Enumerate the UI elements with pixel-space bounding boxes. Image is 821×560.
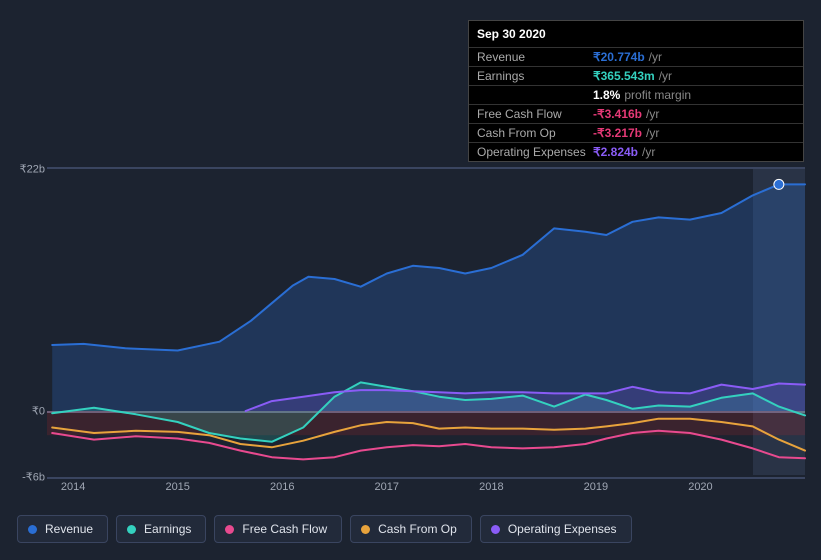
tooltip-row-unit: /yr [649, 50, 662, 64]
tooltip-row-label: Revenue [477, 50, 593, 64]
tooltip-row-value: ₹2.824b [593, 145, 638, 159]
tooltip-card: Sep 30 2020 Revenue₹20.774b/yrEarnings₹3… [468, 20, 804, 162]
legend-swatch [127, 525, 136, 534]
y-tick-label: -₹6b [19, 471, 45, 484]
legend-swatch [28, 525, 37, 534]
tooltip-row: Operating Expenses₹2.824b/yr [469, 143, 803, 161]
chart-legend: Revenue Earnings Free Cash Flow Cash From O… [17, 515, 632, 543]
legend-item[interactable]: Free Cash Flow [214, 515, 342, 543]
x-tick-label: 2015 [165, 481, 189, 493]
x-tick-label: 2018 [479, 481, 503, 493]
legend-item[interactable]: Revenue [17, 515, 108, 543]
x-tick-label: 2016 [270, 481, 294, 493]
tooltip-subline: 1.8%profit margin [469, 86, 803, 105]
legend-swatch [491, 525, 500, 534]
legend-label: Earnings [144, 522, 191, 536]
legend-label: Free Cash Flow [242, 522, 327, 536]
tooltip-row-label: Operating Expenses [477, 145, 593, 159]
tooltip-row-unit: /yr [646, 107, 659, 121]
tooltip-row-unit: /yr [659, 69, 672, 83]
tooltip-row-value: ₹20.774b [593, 50, 645, 64]
tooltip-row-label: Cash From Op [477, 126, 593, 140]
tooltip-date: Sep 30 2020 [469, 21, 803, 48]
legend-swatch [361, 525, 370, 534]
chart-svg [47, 169, 805, 477]
x-tick-label: 2019 [584, 481, 608, 493]
tooltip-row-unit: /yr [642, 145, 655, 159]
legend-label: Cash From Op [378, 522, 457, 536]
hover-marker [774, 179, 784, 189]
tooltip-row-value: -₹3.416b [593, 107, 642, 121]
legend-item[interactable]: Operating Expenses [480, 515, 632, 543]
tooltip-row: Revenue₹20.774b/yr [469, 48, 803, 67]
chart-container: ₹22b₹0-₹6b 2014201520162017201820192020 [17, 150, 805, 500]
legend-item[interactable]: Cash From Op [350, 515, 472, 543]
x-tick-label: 2020 [688, 481, 712, 493]
y-tick-label: ₹0 [19, 405, 45, 418]
x-tick-label: 2017 [375, 481, 399, 493]
tooltip-row-value: -₹3.217b [593, 126, 642, 140]
x-tick-label: 2014 [61, 481, 85, 493]
chart-plot[interactable]: ₹22b₹0-₹6b [47, 167, 805, 475]
tooltip-row-label: Earnings [477, 69, 593, 83]
tooltip-row-unit: /yr [646, 126, 659, 140]
bottom-gridline [47, 477, 805, 479]
y-tick-label: ₹22b [19, 163, 45, 176]
legend-item[interactable]: Earnings [116, 515, 206, 543]
legend-label: Revenue [45, 522, 93, 536]
legend-label: Operating Expenses [508, 522, 617, 536]
tooltip-row-label: Free Cash Flow [477, 107, 593, 121]
tooltip-row: Free Cash Flow-₹3.416b/yr [469, 105, 803, 124]
tooltip-row-value: ₹365.543m [593, 69, 655, 83]
x-axis-ticks: 2014 2015 2016 2017 2018 2019 2020 [47, 481, 805, 501]
legend-swatch [225, 525, 234, 534]
tooltip-row: Cash From Op-₹3.217b/yr [469, 124, 803, 143]
tooltip-row: Earnings₹365.543m/yr [469, 67, 803, 86]
